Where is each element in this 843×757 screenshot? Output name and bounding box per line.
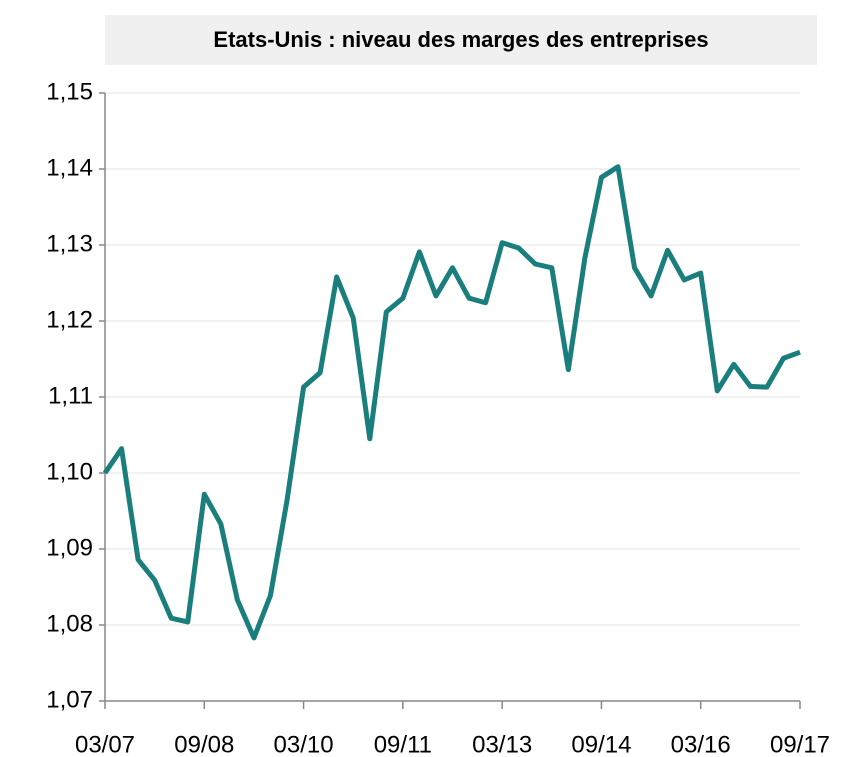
y-tick-label: 1,11 (48, 382, 93, 409)
x-tick-label: 03/16 (671, 731, 731, 757)
y-tick-label: 1,08 (46, 610, 93, 637)
chart-title: Etats-Unis : niveau des marges des entre… (213, 27, 708, 52)
y-tick-label: 1,09 (46, 534, 93, 561)
y-tick-label: 1,13 (46, 230, 93, 257)
x-tick-label: 09/08 (174, 731, 234, 757)
y-tick-label: 1,10 (46, 458, 93, 485)
x-tick-label: 03/10 (274, 731, 334, 757)
x-tick-label: 03/07 (75, 731, 135, 757)
title-box (105, 15, 817, 65)
y-tick-label: 1,14 (46, 154, 93, 181)
x-tick-label: 09/11 (374, 731, 432, 757)
x-tick-label: 09/17 (770, 731, 830, 757)
line-series (102, 164, 801, 641)
x-tick-label: 03/13 (472, 731, 532, 757)
y-tick-label: 1,15 (46, 78, 93, 105)
y-tick-label: 1,12 (46, 306, 93, 333)
x-tick-label: 09/14 (571, 731, 631, 757)
y-tick-label: 1,07 (46, 686, 93, 713)
